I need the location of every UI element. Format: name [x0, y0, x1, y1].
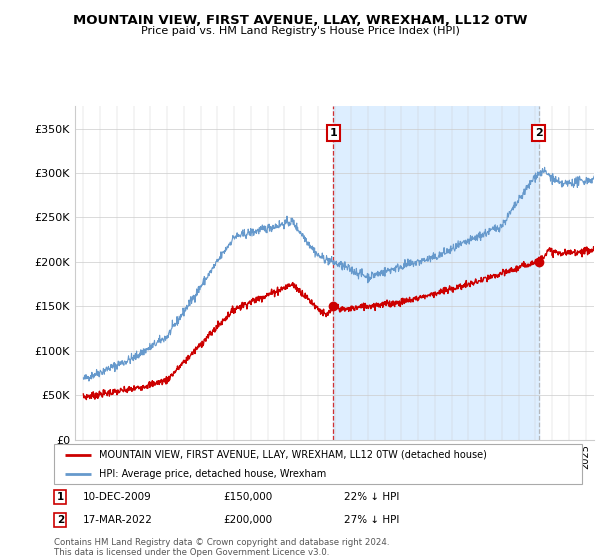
Text: 17-MAR-2022: 17-MAR-2022 [83, 515, 153, 525]
Text: Price paid vs. HM Land Registry's House Price Index (HPI): Price paid vs. HM Land Registry's House … [140, 26, 460, 36]
Text: 1: 1 [57, 492, 64, 502]
Text: 22% ↓ HPI: 22% ↓ HPI [344, 492, 400, 502]
Text: Contains HM Land Registry data © Crown copyright and database right 2024.
This d: Contains HM Land Registry data © Crown c… [54, 538, 389, 557]
Text: £150,000: £150,000 [223, 492, 272, 502]
Text: MOUNTAIN VIEW, FIRST AVENUE, LLAY, WREXHAM, LL12 0TW: MOUNTAIN VIEW, FIRST AVENUE, LLAY, WREXH… [73, 14, 527, 27]
FancyBboxPatch shape [54, 444, 582, 484]
Text: 1: 1 [329, 128, 337, 138]
Text: MOUNTAIN VIEW, FIRST AVENUE, LLAY, WREXHAM, LL12 0TW (detached house): MOUNTAIN VIEW, FIRST AVENUE, LLAY, WREXH… [99, 450, 487, 460]
Text: 2: 2 [57, 515, 64, 525]
Text: £200,000: £200,000 [223, 515, 272, 525]
Text: 27% ↓ HPI: 27% ↓ HPI [344, 515, 400, 525]
Text: HPI: Average price, detached house, Wrexham: HPI: Average price, detached house, Wrex… [99, 469, 326, 478]
Text: 2: 2 [535, 128, 542, 138]
Bar [333, 106, 539, 440]
Text: 10-DEC-2009: 10-DEC-2009 [83, 492, 152, 502]
